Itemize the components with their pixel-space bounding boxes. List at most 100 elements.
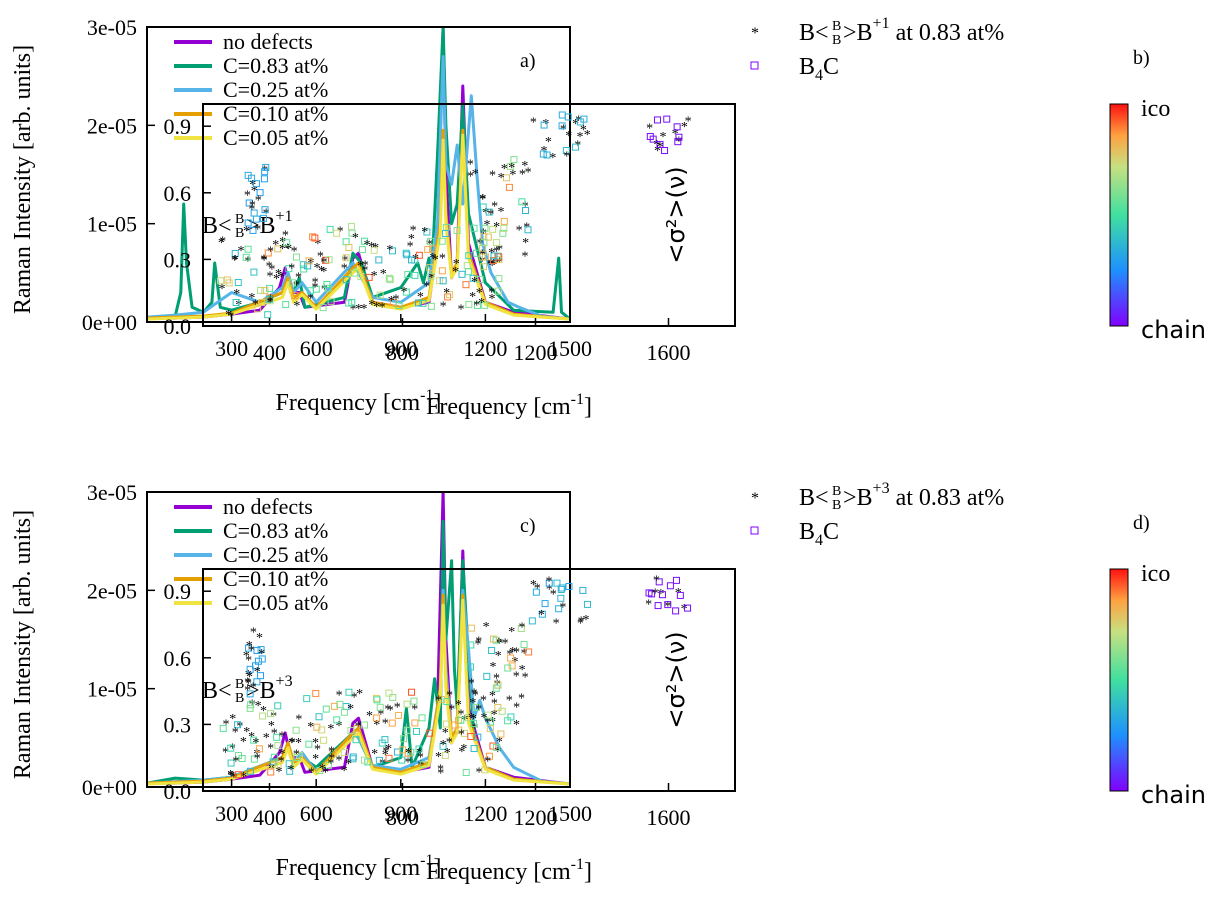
- point-star-d: *: [382, 744, 389, 759]
- legend-label-c-4: C=0.05 at%: [223, 590, 328, 615]
- point-star-d: *: [458, 745, 465, 760]
- point-square-d: [403, 700, 411, 708]
- point-star-d: *: [356, 687, 363, 702]
- point-star-d: *: [435, 694, 442, 709]
- point-star-d: *: [468, 711, 475, 726]
- point-square-d: [250, 755, 258, 763]
- point-square-b: [424, 246, 432, 254]
- point-star-b: *: [361, 302, 368, 317]
- point-star-d: *: [509, 645, 516, 660]
- point-star-b: *: [487, 257, 494, 272]
- point-square-b: [250, 268, 258, 276]
- point-star-b: *: [681, 120, 688, 135]
- point-star-b: *: [312, 280, 319, 295]
- point-star-b: *: [480, 227, 487, 242]
- point-square-d: [246, 767, 254, 775]
- point-star-b: *: [575, 113, 582, 128]
- point-star-d: *: [312, 752, 319, 767]
- point-square-d: [418, 714, 426, 722]
- point-square-b: [495, 253, 503, 261]
- point-star-d: *: [493, 672, 500, 687]
- point-square-d: [545, 579, 553, 587]
- colorbar-top-label-d: ico: [1141, 561, 1170, 587]
- point-square-b: [562, 147, 570, 155]
- point-square-d: [579, 586, 587, 594]
- point-square-d: [255, 745, 263, 753]
- point-star-d: *: [341, 764, 348, 779]
- x-tick-label-c-4: 1500: [548, 801, 592, 826]
- point-square-d: [485, 752, 493, 760]
- point-square-d: [672, 607, 680, 615]
- y-axis-label-b: <σ²>(ν): [662, 166, 690, 263]
- x-tick-label-d-2: 1200: [514, 805, 558, 830]
- point-square-b: [419, 299, 427, 307]
- point-star-d: *: [484, 755, 491, 770]
- point-star-d: *: [417, 751, 424, 766]
- y-tick-label-a-0: 0e+00: [82, 310, 137, 335]
- point-square-d: [472, 704, 480, 712]
- point-star-d: *: [471, 686, 478, 701]
- point-square-b: [495, 275, 503, 283]
- panel-c: 300 600 900 1200 15000e+001e-052e-053e-05Fre…: [10, 480, 592, 881]
- legend-label-c-2: C=0.25 at%: [223, 542, 328, 567]
- point-star-d: *: [253, 747, 260, 762]
- point-star-b: *: [467, 158, 474, 173]
- point-star-b: *: [255, 193, 262, 208]
- point-star-d: *: [553, 617, 560, 632]
- point-square-d: [247, 701, 255, 709]
- point-star-d: *: [521, 647, 528, 662]
- series-group-a: [147, 27, 570, 321]
- point-star-d: *: [256, 631, 263, 646]
- point-square-b: [342, 238, 350, 246]
- points-group-d: ********************* *** ** * *************…: [219, 573, 692, 785]
- point-square-b: [325, 256, 333, 264]
- legend-star-tail-d: >B+3 at 0.83 at%: [843, 480, 1004, 511]
- point-square-d: [246, 704, 254, 712]
- point-square-d: [654, 602, 662, 610]
- point-star-b: *: [549, 151, 556, 166]
- point-square-d: [267, 768, 275, 776]
- point-square-d: [234, 771, 242, 779]
- point-star-d: *: [289, 735, 296, 750]
- x-axis-label-b: Frequency [cm-1]: [426, 391, 592, 420]
- point-star-b: *: [379, 300, 386, 315]
- point-square-d: [219, 725, 227, 733]
- point-square-b: [427, 272, 435, 280]
- point-star-d: *: [263, 731, 270, 746]
- point-square-d: [361, 721, 369, 729]
- point-star-b: *: [423, 280, 430, 295]
- point-square-b: [479, 203, 487, 211]
- point-square-d: [507, 654, 515, 662]
- point-star-d: *: [489, 715, 496, 730]
- point-square-d: [517, 625, 525, 633]
- point-star-d: *: [222, 746, 229, 761]
- point-star-d: *: [245, 668, 252, 683]
- point-star-b: *: [254, 223, 261, 238]
- point-star-b: *: [545, 135, 552, 150]
- point-square-d: [295, 751, 303, 759]
- point-star-d: *: [308, 766, 315, 781]
- x-tick-label-b-0: 400: [253, 340, 286, 365]
- point-square-d: [318, 726, 326, 734]
- point-star-b: *: [521, 159, 528, 174]
- point-star-b: *: [218, 282, 225, 297]
- point-star-d: *: [490, 660, 497, 675]
- point-star-d: *: [373, 718, 380, 733]
- panel-label-b: b): [1133, 47, 1150, 69]
- point-square-d: [274, 761, 282, 769]
- point-square-b: [234, 278, 242, 286]
- point-star-b: *: [565, 129, 572, 144]
- point-square-d: [658, 591, 666, 599]
- point-square-d: [504, 717, 512, 725]
- point-star-b: *: [489, 292, 496, 307]
- point-square-d: [583, 600, 591, 608]
- point-square-d: [361, 756, 369, 764]
- y-tick-label-b-1: 0.3: [164, 247, 192, 272]
- point-square-b: [429, 245, 437, 253]
- point-square-d: [666, 582, 674, 590]
- point-star-b: *: [260, 253, 267, 268]
- annotation-base-a: B<: [202, 213, 232, 239]
- point-star-b: *: [279, 235, 286, 250]
- point-square-b: [309, 233, 317, 241]
- point-star-b: *: [318, 264, 325, 279]
